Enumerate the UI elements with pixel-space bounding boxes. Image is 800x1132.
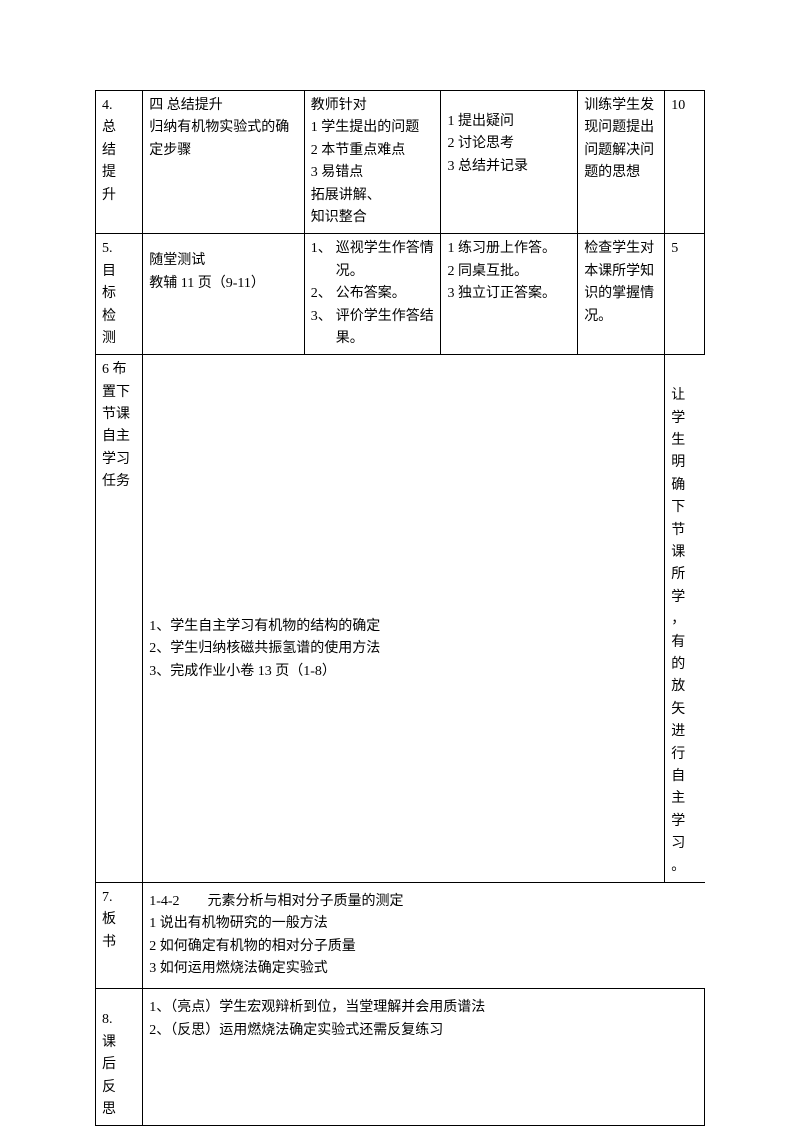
row4-label: 4. 总 结 提 升	[96, 91, 143, 234]
row8-content: 1、（亮点）学生宏观辩析到位，当堂理解并会用质谱法 2、（反思）运用燃烧法确定实…	[143, 989, 705, 1126]
table-row: 7. 板 书 1-4-2 元素分析与相对分子质量的测定 1 说出有机物研究的一般…	[96, 882, 705, 989]
row6-label: 6 布 置下 节课 自主 学习 任务	[96, 355, 143, 883]
lesson-plan-table: 4. 总 结 提 升 四 总结提升 归纳有机物实验式的确定步骤 教师针对 1 学…	[95, 90, 705, 1126]
row6-content: 1、学生自主学习有机物的结构的确定 2、学生归纳核磁共振氢谱的使用方法 3、完成…	[143, 355, 665, 883]
table-row: 6 布 置下 节课 自主 学习 任务 1、学生自主学习有机物的结构的确定 2、学…	[96, 355, 705, 883]
row7-label: 7. 板 书	[96, 882, 143, 989]
row5-col1: 随堂测试 教辅 11 页（9-11）	[143, 234, 305, 355]
row4-col1: 四 总结提升 归纳有机物实验式的确定步骤	[143, 91, 305, 234]
row4-col2: 教师针对 1 学生提出的问题 2 本节重点难点 3 易错点 拓展讲解、 知识整合	[304, 91, 441, 234]
row7-content: 1-4-2 元素分析与相对分子质量的测定 1 说出有机物研究的一般方法 2 如何…	[143, 882, 705, 989]
row4-time: 10	[665, 91, 705, 234]
row4-col4: 训练学生发现问题提出问题解决问题的思想	[578, 91, 665, 234]
row5-col3: 1 练习册上作答。 2 同桌互批。 3 独立订正答案。	[441, 234, 578, 355]
table-row: 5. 目 标 检 测 随堂测试 教辅 11 页（9-11） 1、巡视学生作答情况…	[96, 234, 705, 355]
row6-right: 让学生明确下节课所学，有的放矢进行自主学习。	[665, 355, 705, 883]
row5-label: 5. 目 标 检 测	[96, 234, 143, 355]
row8-label: 8. 课 后 反 思	[96, 989, 143, 1126]
row5-time: 5	[665, 234, 705, 355]
row4-col3: 1 提出疑问 2 讨论思考 3 总结并记录	[441, 91, 578, 234]
row5-col4: 检查学生对本课所学知识的掌握情况。	[578, 234, 665, 355]
table-row: 8. 课 后 反 思 1、（亮点）学生宏观辩析到位，当堂理解并会用质谱法 2、（…	[96, 989, 705, 1126]
row5-col2: 1、巡视学生作答情况。 2、公布答案。 3、评价学生作答结果。	[304, 234, 441, 355]
table-row: 4. 总 结 提 升 四 总结提升 归纳有机物实验式的确定步骤 教师针对 1 学…	[96, 91, 705, 234]
